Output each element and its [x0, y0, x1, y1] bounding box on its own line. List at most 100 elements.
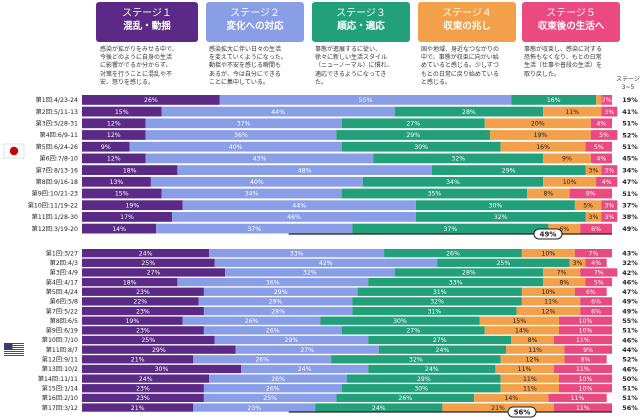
japan-bar-label-r11-stage4: 3%: [589, 214, 599, 221]
japan-bar-label-r8-stage3: 34%: [446, 179, 460, 186]
japan-bar-r11-stage4: [585, 212, 602, 222]
usa-bar-r17-stage4: [442, 403, 554, 412]
stage-1-name: 混乱・動揺: [123, 21, 171, 32]
usa-bar-r9-stage2: [203, 326, 342, 335]
stage-2-name: 変化への対応: [226, 21, 284, 32]
japan-bar-r12-stage1: [82, 223, 157, 234]
japan-bar-r2-stage5: [601, 106, 618, 117]
japan-bar-r12-stage5: [580, 223, 612, 234]
usa-bar-r13-stage2: [241, 364, 369, 374]
japan-row-label-10: 第10回:11/19-22: [28, 201, 78, 209]
usa-bar-label-r13-stage5: 11%: [576, 366, 590, 373]
japan-bar-r2-stage1: [82, 106, 162, 117]
usa-row-label-2: 第2回:4/3: [50, 259, 78, 267]
usa-bar-label-r10-stage3: 27%: [433, 337, 447, 344]
usa-stage35-total-12: 52%: [622, 356, 638, 364]
japan-bar-r4-stage1: [82, 130, 146, 140]
japan-bar-label-r4-stage1: 12%: [107, 132, 121, 139]
stage-3-name: 順応・適応: [337, 21, 385, 32]
usa-bar-r9-stage3: [341, 326, 485, 335]
usa-bar-r4-stage3: [368, 277, 544, 287]
usa-bar-label-r8-stage3: 30%: [393, 318, 407, 325]
japan-bar-label-r1-stage5: 2%: [602, 97, 612, 104]
usa-bar-label-r7-stage1: 23%: [136, 308, 150, 315]
japan-bar-label-r2-stage5: 3%: [604, 109, 614, 116]
usa-row-label-3: 第3回:4/9: [50, 269, 78, 277]
japan-bar-label-r3-stage5: 4%: [596, 121, 606, 128]
usa-bar-label-r4-stage2: 36%: [266, 279, 280, 286]
japan-bar-label-r12-stage4: 6%: [559, 226, 569, 233]
japan-bar-r5-stage3: [341, 141, 501, 152]
stage-5-header: ステージ５ 収束後の生活へ: [522, 2, 620, 42]
japan-bar-label-r12-stage2: 37%: [247, 226, 261, 233]
usa-bar-label-r3-stage1: 27%: [147, 270, 161, 277]
japan-bar-label-r12-stage5: 6%: [591, 226, 601, 233]
japan-stage35-total-12: 49%: [622, 225, 638, 233]
usa-stage35-total-14: 50%: [622, 375, 638, 383]
japan-bar-label-r7-stage5: 3%: [604, 167, 614, 174]
usa-bar-label-r5-stage5: 6%: [586, 289, 596, 296]
usa-bar-label-r17-stage4: 21%: [491, 405, 505, 412]
usa-bar-label-r14-stage5: 10%: [579, 376, 593, 383]
usa-bar-label-r16-stage1: 23%: [136, 395, 150, 402]
usa-bar-label-r16-stage3: 26%: [398, 395, 412, 402]
usa-bar-label-r16-stage2: 25%: [263, 395, 277, 402]
japan-stage35-total-2: 41%: [622, 108, 638, 116]
japan-bar-r5-stage2: [129, 141, 342, 152]
usa-bar-label-r5-stage1: 23%: [136, 289, 150, 296]
japan-bar-r6-stage1: [82, 153, 146, 164]
stage-5-title: ステージ５: [546, 8, 596, 19]
japan-bar-label-r7-stage2: 48%: [298, 167, 312, 174]
japan-bar-r8-stage2: [150, 176, 363, 187]
japan-bar-label-r5-stage4: 16%: [536, 144, 550, 151]
usa-bar-label-r9-stage3: 27%: [406, 328, 420, 335]
usa-bar-r17-stage5: [553, 403, 612, 412]
usa-bar-r7-stage3: [352, 306, 517, 316]
usa-bar-label-r12-stage2: 26%: [255, 357, 269, 364]
usa-bar-label-r11-stage3: 24%: [436, 347, 450, 354]
usa-bar-r15-stage4: [500, 384, 559, 393]
japan-bar-r2-stage4: [543, 106, 602, 117]
japan-stage35-total-7: 34%: [622, 166, 638, 174]
usa-stage35-total-5: 47%: [622, 288, 638, 296]
japan-bar-r10-stage3: [415, 200, 575, 211]
japan-bar-label-r3-stage2: 37%: [237, 121, 251, 128]
japan-bar-label-r1-stage2: 55%: [359, 97, 373, 104]
usa-bar-r14-stage4: [500, 374, 559, 383]
japan-bar-r10-stage4: [574, 200, 602, 211]
usa-bar-r10-stage2: [214, 335, 369, 345]
japan-bar-label-r8-stage5: 4%: [602, 179, 612, 186]
usa-stage35-total-1: 43%: [622, 249, 638, 257]
usa-bar-label-r14-stage3: 29%: [417, 376, 431, 383]
usa-stage35-total-16: 51%: [622, 394, 638, 402]
usa-bar-r13-stage1: [82, 364, 241, 374]
usa-bar-label-r6-stage1: 22%: [133, 299, 147, 306]
stage-3-header: ステージ３ 順応・適応: [312, 2, 410, 42]
usa-bar-r10-stage3: [368, 335, 512, 345]
usa-row-label-6: 第6回:5/8: [50, 298, 78, 306]
japan-bar-r3-stage4: [484, 118, 591, 129]
usa-bar-label-r17-stage5: 11%: [576, 405, 590, 412]
japan-bar-label-r3-stage4: 20%: [531, 121, 545, 128]
japan-bar-label-r6-stage3: 32%: [451, 156, 465, 163]
usa-bar-label-r12-stage5: 8%: [581, 357, 591, 364]
usa-bar-r7-stage1: [82, 306, 204, 316]
usa-bar-label-r14-stage1: 24%: [139, 376, 153, 383]
usa-row-label-15: 第15回:1/14: [42, 384, 78, 392]
usa-bar-r14-stage2: [209, 374, 347, 383]
japan-bar-label-r8-stage1: 13%: [110, 179, 124, 186]
japan-bar-label-r2-stage2: 44%: [271, 109, 285, 116]
japan-bar-label-r2-stage3: 28%: [462, 109, 476, 116]
usa-row-label-17: 第17回:3/12: [42, 404, 78, 412]
japan-bar-r4-stage4: [490, 130, 591, 140]
usa-bar-label-r17-stage1: 21%: [131, 405, 145, 412]
usa-bar-label-r7-stage3: 31%: [428, 308, 442, 315]
usa-bar-r15-stage5: [559, 384, 612, 393]
japan-bar-r6-stage4: [543, 153, 591, 164]
japan-row-label-2: 第2回:5/11-13: [36, 108, 78, 116]
japan-bar-r3-stage3: [341, 118, 485, 129]
japan-bar-label-r10-stage1: 19%: [125, 202, 139, 209]
japan-bar-label-r10-stage2: 44%: [292, 202, 306, 209]
japan-bar-r12-stage4: [548, 223, 581, 234]
usa-stage35-total-15: 51%: [622, 385, 638, 393]
